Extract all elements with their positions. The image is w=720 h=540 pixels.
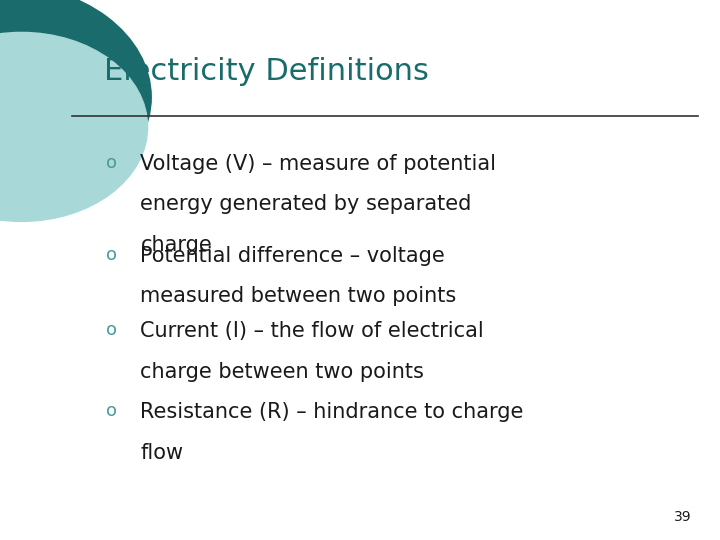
Text: Electricity Definitions: Electricity Definitions xyxy=(104,57,429,86)
Circle shape xyxy=(0,32,148,221)
Text: measured between two points: measured between two points xyxy=(140,286,456,306)
Circle shape xyxy=(0,0,151,211)
Text: o: o xyxy=(106,321,117,339)
Text: energy generated by separated: energy generated by separated xyxy=(140,194,472,214)
Text: Potential difference – voltage: Potential difference – voltage xyxy=(140,246,445,266)
Text: Current (I) – the flow of electrical: Current (I) – the flow of electrical xyxy=(140,321,484,341)
Text: 39: 39 xyxy=(674,510,691,524)
Text: charge between two points: charge between two points xyxy=(140,362,424,382)
Text: Voltage (V) – measure of potential: Voltage (V) – measure of potential xyxy=(140,154,496,174)
Text: Resistance (R) – hindrance to charge: Resistance (R) – hindrance to charge xyxy=(140,402,523,422)
Text: flow: flow xyxy=(140,443,184,463)
Text: charge: charge xyxy=(140,235,212,255)
Text: o: o xyxy=(106,246,117,264)
Text: o: o xyxy=(106,154,117,172)
Text: o: o xyxy=(106,402,117,420)
